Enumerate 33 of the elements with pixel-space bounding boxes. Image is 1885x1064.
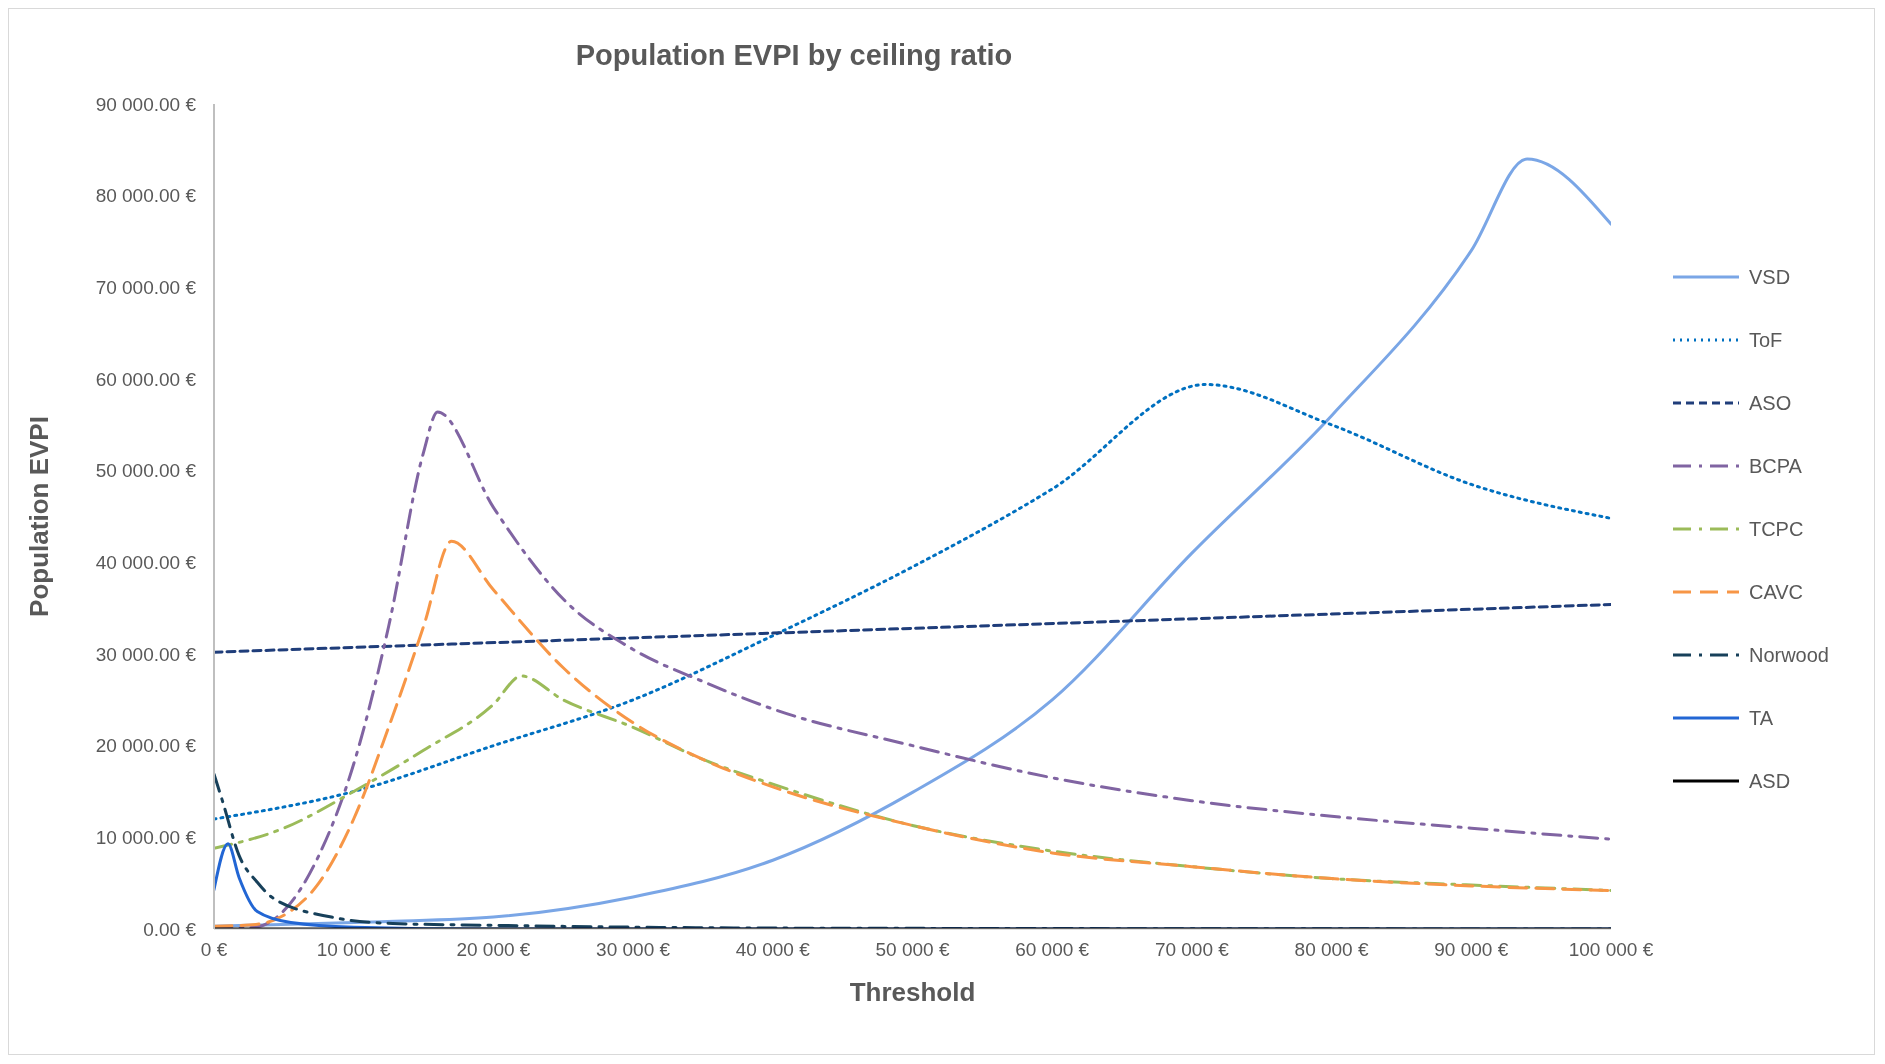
legend-label: BCPA <box>1748 454 1802 478</box>
x-tick-label: 40 000 € <box>735 939 811 961</box>
legend-label: Norwood <box>1748 643 1829 667</box>
y-axis-title: Population EVPI <box>24 416 55 617</box>
x-tick-label: 60 000 € <box>1015 939 1090 961</box>
chart-title: Population EVPI by ceiling ratio <box>574 39 1014 72</box>
x-tick-label: 0 € <box>200 939 228 961</box>
legend-label: CAVC <box>1748 580 1804 604</box>
y-tick-label: 30 000.00 € <box>95 643 197 665</box>
y-tick-label: 70 000.00 € <box>95 277 197 299</box>
legend-label: ASO <box>1748 391 1792 415</box>
x-tick-label: 10 000 € <box>316 939 392 961</box>
y-tick-label: 20 000.00 € <box>95 735 197 757</box>
x-axis-title: Threshold <box>849 977 976 1007</box>
legend-label: VSD <box>1748 265 1791 289</box>
x-tick-label: 80 000 € <box>1294 939 1369 961</box>
x-tick-label: 50 000 € <box>875 939 950 961</box>
y-tick-label: 80 000.00 € <box>95 185 197 207</box>
y-tick-label: 50 000.00 € <box>95 460 197 482</box>
y-tick-label: 90 000.00 € <box>95 93 197 115</box>
y-tick-label: 0.00 € <box>143 918 197 940</box>
x-tick-label: 30 000 € <box>596 939 671 961</box>
x-tick-label: 90 000 € <box>1434 939 1509 961</box>
x-tick-label: 20 000 € <box>456 939 531 961</box>
legend-label: TCPC <box>1748 517 1804 541</box>
y-tick-label: 60 000.00 € <box>95 368 197 390</box>
legend-label: TA <box>1748 706 1774 730</box>
x-tick-label: 70 000 € <box>1154 939 1230 961</box>
x-tick-label: 100 000 € <box>1568 939 1654 961</box>
legend-label: ToF <box>1748 328 1783 352</box>
y-tick-label: 40 000.00 € <box>95 552 197 574</box>
legend-label: ASD <box>1748 769 1791 793</box>
y-tick-label: 10 000.00 € <box>95 827 197 849</box>
